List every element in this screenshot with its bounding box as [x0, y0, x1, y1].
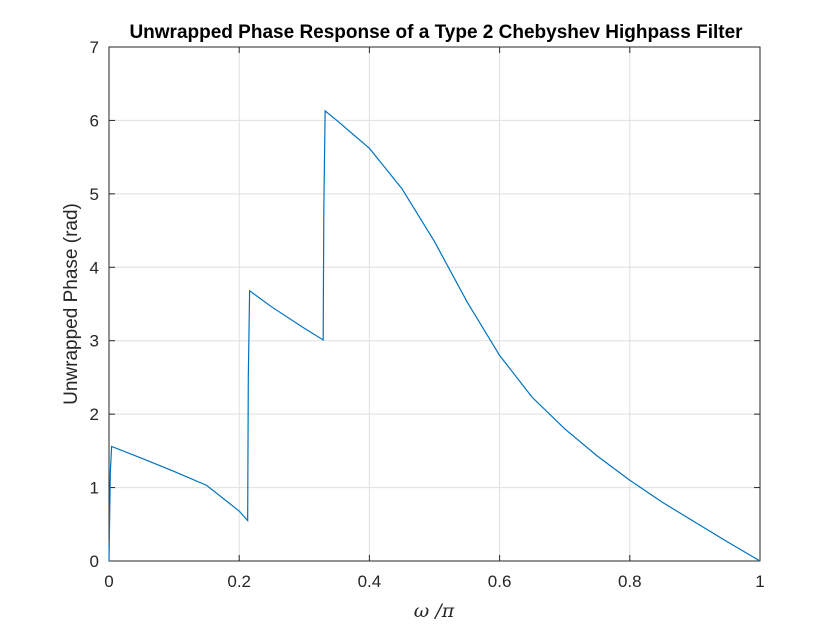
x-axis-label: ω /π: [414, 600, 455, 622]
x-tick-label: 0.2: [227, 572, 251, 591]
y-tick-label: 0: [90, 552, 99, 571]
x-tick-label: 0.6: [488, 572, 512, 591]
x-tick-label: 1: [755, 572, 764, 591]
unwrapped-phase-series-line: [108, 109, 761, 562]
y-tick-label: 5: [90, 185, 99, 204]
y-tick-label: 7: [90, 38, 99, 57]
y-tick-label: 4: [90, 258, 99, 277]
y-tick-label: 6: [90, 111, 99, 130]
x-tick-label: 0: [104, 572, 113, 591]
x-tick-label: 0.4: [358, 572, 382, 591]
tick-layer: 0 0.2 0.4 0.6 0.8 1 0 1 2 3 4 5 6 7: [90, 38, 765, 591]
y-tick-label: 1: [90, 479, 99, 498]
chart-title: Unwrapped Phase Response of a Type 2 Che…: [129, 22, 743, 43]
x-tick-label: 0.8: [618, 572, 642, 591]
y-tick-label: 3: [90, 332, 99, 351]
y-tick-label: 2: [90, 405, 99, 424]
y-axis-label: Unwrapped Phase (rad): [61, 203, 82, 405]
plot-area-border: [108, 46, 761, 562]
